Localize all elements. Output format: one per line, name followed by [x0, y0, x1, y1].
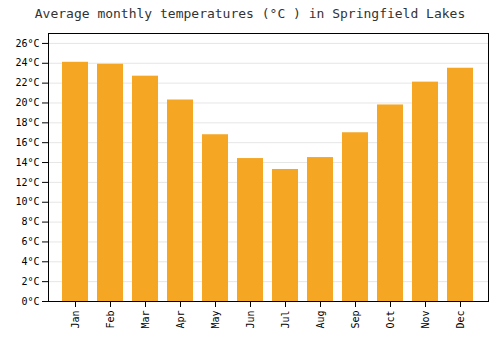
svg-text:6°C: 6°C — [21, 236, 39, 247]
svg-text:Feb: Feb — [105, 311, 116, 329]
svg-text:24°C: 24°C — [15, 57, 39, 68]
svg-text:0°C: 0°C — [21, 296, 39, 307]
svg-text:16°C: 16°C — [15, 137, 39, 148]
svg-text:22°C: 22°C — [15, 77, 39, 88]
svg-text:8°C: 8°C — [21, 216, 39, 227]
svg-text:2°C: 2°C — [21, 276, 39, 287]
svg-text:4°C: 4°C — [21, 256, 39, 267]
svg-text:Sep: Sep — [350, 311, 361, 329]
svg-text:Oct: Oct — [385, 311, 396, 329]
svg-text:Mar: Mar — [140, 311, 151, 329]
svg-text:18°C: 18°C — [15, 117, 39, 128]
svg-text:Jan: Jan — [70, 311, 81, 329]
svg-text:Nov: Nov — [420, 311, 431, 329]
svg-text:10°C: 10°C — [15, 196, 39, 207]
svg-text:Dec: Dec — [455, 311, 466, 329]
svg-text:12°C: 12°C — [15, 177, 39, 188]
svg-text:Jun: Jun — [245, 311, 256, 329]
svg-text:14°C: 14°C — [15, 157, 39, 168]
html-text:Average monthly temperatures (: Average monthly temperatures (°C ) in Sp… — [34, 6, 466, 21]
svg-text:Jul: Jul — [280, 311, 291, 329]
svg-text:20°C: 20°C — [15, 97, 39, 108]
svg-text:26°C: 26°C — [15, 38, 39, 49]
svg-text:Apr: Apr — [175, 311, 186, 329]
svg-text:Aug: Aug — [315, 311, 326, 329]
svg-text:May: May — [210, 311, 221, 329]
